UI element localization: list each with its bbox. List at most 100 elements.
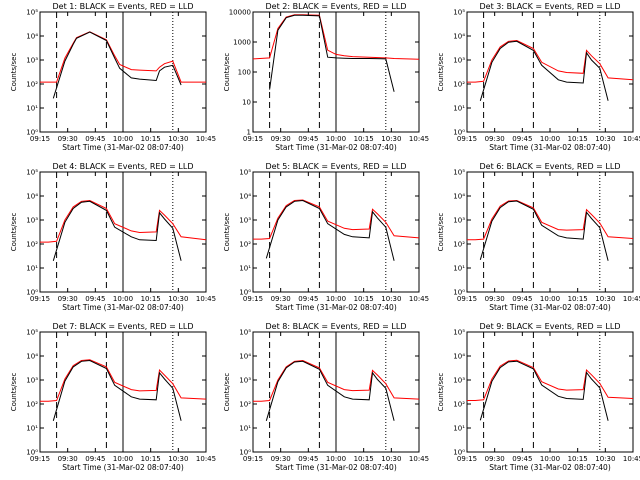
y-tick-label: 10⁰: [453, 289, 465, 297]
x-axis-label: Start Time (31-Mar-02 08:07:40): [489, 463, 611, 472]
x-tick-label: 10:15: [141, 135, 161, 143]
panel-det-9: Det 9: BLACK = Events, RED = LLD 10⁰ 10¹ 10…: [437, 322, 640, 472]
y-tick-label: 10³: [26, 217, 38, 225]
y-tick-label: 100: [238, 69, 251, 77]
panel-title: Det 2: BLACK = Events, RED = LLD: [266, 2, 407, 11]
x-tick-label: 09:30: [271, 135, 291, 143]
series-lld-red: [40, 359, 207, 402]
x-tick-label: 09:30: [271, 455, 291, 463]
series-lld-red: [467, 359, 634, 401]
x-tick-label: 09:15: [457, 295, 477, 303]
y-tick-label: 10³: [453, 217, 465, 225]
series-events-black: [269, 14, 395, 92]
x-tick-label: 09:45: [85, 295, 105, 303]
y-tick-label: 10³: [453, 57, 465, 65]
y-tick-label: 10⁰: [453, 129, 465, 137]
x-tick-label: 09:30: [58, 135, 78, 143]
y-tick-label: 10⁴: [239, 193, 251, 201]
series-events-black: [52, 359, 182, 421]
x-tick-label: 10:45: [409, 295, 429, 303]
y-tick-label: 10⁰: [239, 449, 251, 457]
panel-det-3: Det 3: BLACK = Events, RED = LLD 10⁰ 10¹ 10…: [437, 2, 640, 152]
panel-det-1: Det 1: BLACK = Events, RED = LLD 10⁰ 10¹ 10…: [10, 2, 216, 152]
y-tick-label: 10⁵: [239, 169, 251, 177]
x-axis-label: Start Time (31-Mar-02 08:07:40): [62, 143, 184, 152]
x-tick-label: 09:30: [485, 135, 505, 143]
series-lld-red: [467, 199, 634, 241]
y-tick-label: 10³: [239, 377, 251, 385]
x-tick-label: 10:30: [595, 135, 615, 143]
x-tick-label: 10:30: [168, 455, 188, 463]
panel-title: Det 4: BLACK = Events, RED = LLD: [53, 162, 194, 171]
y-tick-label: 10⁵: [26, 9, 38, 17]
panel-title: Det 6: BLACK = Events, RED = LLD: [480, 162, 621, 171]
y-tick-label: 10¹: [453, 105, 465, 113]
series-lld-red: [252, 14, 420, 60]
y-tick-label: 10⁴: [453, 353, 465, 361]
x-tick-label: 09:30: [58, 455, 78, 463]
y-tick-label: 10³: [239, 217, 251, 225]
y-tick-label: 10⁵: [453, 329, 465, 337]
x-axis-label: Start Time (31-Mar-02 08:07:40): [275, 303, 397, 312]
x-tick-label: 10:00: [540, 135, 560, 143]
y-axis-label: Counts/sec: [437, 53, 445, 92]
series-lld-red: [253, 359, 420, 402]
y-tick-label: 10⁵: [453, 169, 465, 177]
x-tick-label: 10:00: [113, 135, 133, 143]
y-tick-label: 10²: [239, 401, 251, 409]
x-tick-label: 10:45: [196, 295, 216, 303]
series-events-black: [52, 200, 182, 261]
y-tick-label: 10⁰: [453, 449, 465, 457]
y-tick-label: 10⁴: [239, 353, 251, 361]
y-tick-label: 10²: [239, 241, 251, 249]
y-tick-label: 10¹: [239, 425, 251, 433]
x-axis-label: Start Time (31-Mar-02 08:07:40): [62, 463, 184, 472]
x-tick-label: 10:30: [595, 455, 615, 463]
x-tick-label: 10:45: [623, 455, 640, 463]
x-axis-label: Start Time (31-Mar-02 08:07:40): [62, 303, 184, 312]
y-tick-label: 10⁰: [26, 289, 38, 297]
x-tick-label: 10:00: [326, 135, 346, 143]
x-tick-label: 09:30: [58, 295, 78, 303]
x-tick-label: 10:30: [168, 135, 188, 143]
x-tick-label: 09:45: [298, 135, 318, 143]
x-tick-label: 10:00: [540, 455, 560, 463]
panel-title: Det 9: BLACK = Events, RED = LLD: [480, 322, 621, 331]
y-tick-label: 1: [247, 129, 251, 137]
x-tick-label: 09:15: [243, 455, 263, 463]
y-tick-label: 10: [242, 99, 251, 107]
y-tick-label: 10²: [453, 401, 465, 409]
y-tick-label: 10⁵: [453, 9, 465, 17]
x-tick-label: 09:15: [243, 295, 263, 303]
x-tick-label: 09:30: [485, 295, 505, 303]
x-tick-label: 10:45: [196, 455, 216, 463]
x-tick-label: 09:45: [85, 455, 105, 463]
panel-title: Det 8: BLACK = Events, RED = LLD: [266, 322, 407, 331]
series-events-black: [265, 199, 395, 261]
y-tick-label: 10⁴: [453, 33, 465, 41]
x-tick-label: 10:30: [381, 295, 401, 303]
y-tick-label: 10²: [453, 81, 465, 89]
y-axis-label: Counts/sec: [437, 373, 445, 412]
x-tick-label: 09:45: [512, 135, 532, 143]
y-tick-label: 10⁴: [26, 193, 38, 201]
y-tick-label: 10¹: [26, 265, 38, 273]
x-tick-label: 10:15: [568, 135, 588, 143]
x-tick-label: 10:30: [595, 295, 615, 303]
x-axis-label: Start Time (31-Mar-02 08:07:40): [275, 143, 397, 152]
x-tick-label: 10:45: [409, 455, 429, 463]
y-tick-label: 10⁴: [453, 193, 465, 201]
x-tick-label: 09:45: [298, 455, 318, 463]
panel-det-7: Det 7: BLACK = Events, RED = LLD 10⁰ 10¹ 10…: [10, 322, 216, 472]
x-tick-label: 10:00: [326, 295, 346, 303]
x-tick-label: 10:00: [113, 455, 133, 463]
series-events-black: [52, 31, 182, 99]
x-tick-label: 09:30: [485, 455, 505, 463]
x-tick-label: 10:15: [568, 295, 588, 303]
panel-title: Det 5: BLACK = Events, RED = LLD: [266, 162, 407, 171]
x-tick-label: 09:15: [30, 135, 50, 143]
series-events-black: [479, 40, 609, 101]
panel-title: Det 3: BLACK = Events, RED = LLD: [480, 2, 621, 11]
series-lld-red: [467, 39, 634, 83]
x-tick-label: 09:15: [243, 135, 263, 143]
